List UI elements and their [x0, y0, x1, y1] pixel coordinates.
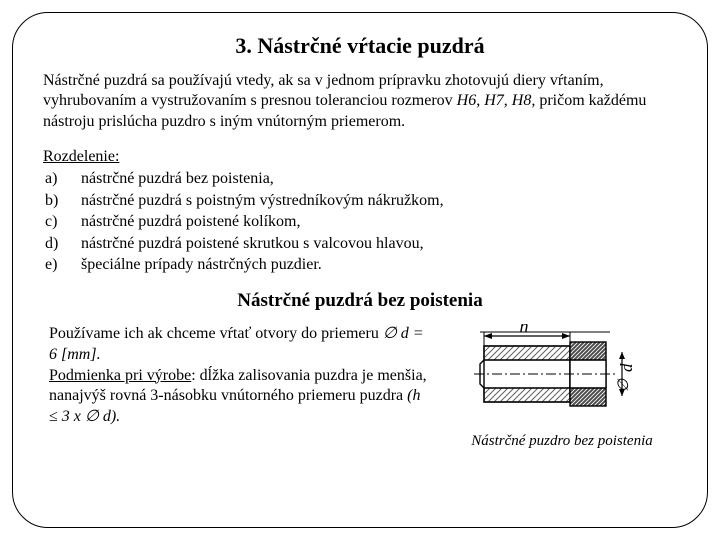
diameter-d-dimension: d ∅: [616, 352, 636, 396]
list-item-text: špeciálne prípady nástrčných puzdier.: [81, 254, 677, 276]
list-item-letter: c): [43, 211, 81, 233]
list-item-text: nástrčné puzdrá poistené skrutkou s valc…: [81, 233, 677, 255]
rozdelenie-block: Rozdelenie: a)nástrčné puzdrá bez poiste…: [43, 146, 677, 276]
list-item-text: nástrčné puzdrá s poistným výstredníkový…: [81, 190, 677, 212]
bushing-body: [474, 342, 616, 406]
figure-block: d ∅ h: [447, 324, 677, 450]
list-item-text: nástrčné puzdrá poistené kolíkom,: [81, 211, 677, 233]
list-item: b)nástrčné puzdrá s poistným výstredníko…: [43, 190, 677, 212]
list-item-letter: e): [43, 254, 81, 276]
rozdelenie-heading: Rozdelenie:: [43, 146, 677, 168]
label-d: d: [617, 363, 636, 372]
label-h: h: [520, 324, 529, 336]
list-container: a)nástrčné puzdrá bez poistenia,b)nástrč…: [43, 168, 677, 276]
two-column-row: Používame ich ak chceme vŕtať otvory do …: [43, 324, 677, 450]
list-item: d)nástrčné puzdrá poistené skrutkou s va…: [43, 233, 677, 255]
svg-text:∅: ∅: [616, 378, 632, 392]
bushing-diagram: d ∅ h: [452, 324, 672, 424]
page-title: 3. Nástrčné vŕtacie puzdrá: [43, 33, 677, 59]
list-item: e)špeciálne prípady nástrčných puzdier.: [43, 254, 677, 276]
intro-paragraph: Nástrčné puzdrá sa používajú vtedy, ak s…: [43, 71, 677, 132]
list-item: a)nástrčné puzdrá bez poistenia,: [43, 168, 677, 190]
page-frame: 3. Nástrčné vŕtacie puzdrá Nástrčné puzd…: [12, 12, 708, 528]
list-item-letter: b): [43, 190, 81, 212]
figure-caption: Nástrčné puzdro bez poistenia: [447, 433, 677, 450]
list-item-letter: d): [43, 233, 81, 255]
list-item-text: nástrčné puzdrá bez poistenia,: [81, 168, 677, 190]
list-item-letter: a): [43, 168, 81, 190]
list-item: c)nástrčné puzdrá poistené kolíkom,: [43, 211, 677, 233]
section-subtitle: Nástrčné puzdrá bez poistenia: [43, 290, 677, 312]
left-text-block: Používame ich ak chceme vŕtať otvory do …: [43, 324, 431, 428]
